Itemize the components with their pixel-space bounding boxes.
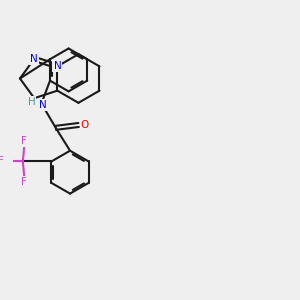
Text: N: N (30, 54, 38, 64)
Text: F: F (21, 136, 27, 146)
Text: F: F (0, 156, 4, 167)
Text: F: F (21, 177, 27, 187)
Text: H: H (28, 97, 35, 107)
Text: N: N (53, 61, 61, 71)
Text: O: O (81, 120, 89, 130)
Text: N: N (39, 100, 47, 110)
